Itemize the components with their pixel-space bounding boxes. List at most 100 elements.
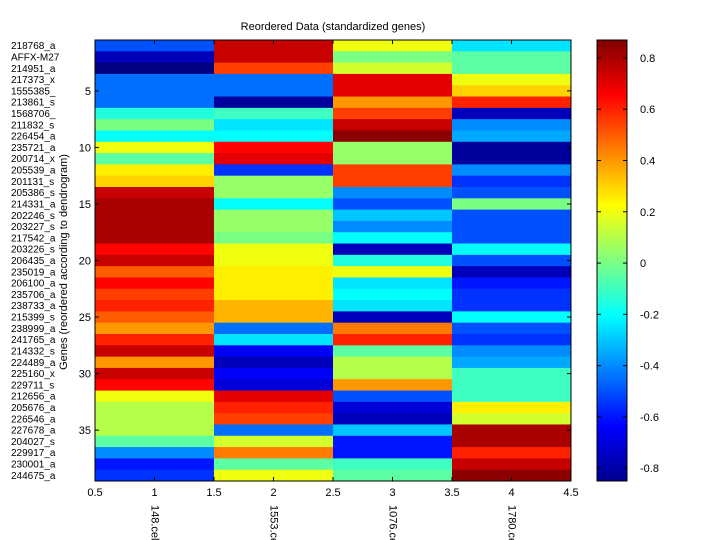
heatmap-cell bbox=[452, 458, 572, 471]
heatmap-cell bbox=[333, 73, 453, 86]
heatmap-cell bbox=[452, 119, 572, 131]
gene-label: 203227_s bbox=[11, 222, 55, 233]
heatmap-cell bbox=[95, 334, 215, 346]
heatmap-cell bbox=[214, 390, 334, 403]
heatmap-cell bbox=[95, 220, 215, 233]
heatmap-cell bbox=[214, 367, 334, 380]
heatmap-cell bbox=[333, 254, 453, 267]
heatmap-cell bbox=[214, 141, 334, 154]
colorbar-tick-label: 0.2 bbox=[640, 207, 655, 219]
heatmap-cell bbox=[452, 85, 572, 98]
heatmap-cell bbox=[452, 266, 572, 278]
heatmap-cell bbox=[214, 243, 334, 256]
heatmap-cell bbox=[95, 187, 215, 199]
heatmap-cell bbox=[214, 85, 334, 98]
heatmap-cell bbox=[452, 447, 572, 459]
heatmap-cell bbox=[452, 379, 572, 392]
gene-label: 214331_a bbox=[11, 199, 56, 210]
heatmap-cell bbox=[452, 187, 572, 199]
heatmap-cell bbox=[95, 51, 215, 64]
heatmap-cell bbox=[452, 401, 572, 414]
heatmap-cell bbox=[214, 277, 334, 290]
heatmap-cell bbox=[452, 153, 572, 165]
gene-label: 201131_s bbox=[11, 177, 54, 188]
gene-label: 206100_a bbox=[11, 279, 56, 290]
heatmap-cell bbox=[214, 73, 334, 86]
heatmap-cell bbox=[333, 322, 453, 335]
x-tick-label: 2 bbox=[270, 487, 276, 499]
colorbar-tick-label: 0 bbox=[640, 258, 646, 270]
heatmap-cell bbox=[333, 379, 453, 392]
gene-label: 235721_a bbox=[11, 143, 56, 154]
heatmap-cell bbox=[333, 266, 453, 278]
y-tick-label: 25 bbox=[79, 312, 91, 324]
colorbar-tick-label: 0.6 bbox=[640, 104, 655, 116]
heatmap-cell bbox=[452, 300, 572, 312]
sample-label-group: 1553.cel bbox=[268, 505, 280, 540]
heatmap-cell bbox=[333, 62, 453, 75]
heatmap-cell bbox=[214, 311, 334, 324]
gene-label: 200714_x bbox=[11, 154, 55, 165]
heatmap-cell bbox=[333, 141, 453, 154]
heatmap-cell bbox=[214, 130, 334, 143]
heatmap-cell bbox=[452, 277, 572, 290]
heatmap-cell bbox=[333, 209, 453, 222]
heatmap-cell bbox=[214, 288, 334, 301]
heatmap-cell bbox=[95, 469, 215, 482]
gene-label: 203226_s bbox=[11, 245, 55, 256]
colorbar-tick-label: 0.8 bbox=[640, 53, 655, 65]
x-tick-label: 4.5 bbox=[563, 487, 578, 499]
heatmap-cell bbox=[95, 390, 215, 403]
x-tick-label: 1 bbox=[151, 487, 157, 499]
heatmap-cell bbox=[333, 413, 453, 425]
heatmap-cell bbox=[333, 130, 453, 143]
heatmap-cell bbox=[95, 413, 215, 425]
heatmap-cell bbox=[333, 390, 453, 403]
heatmap-cell bbox=[452, 322, 572, 335]
heatmap-cell bbox=[214, 401, 334, 414]
heatmap-cell bbox=[452, 51, 572, 64]
heatmap-cell bbox=[95, 356, 215, 369]
gene-label: 211832_s bbox=[11, 120, 54, 131]
heatmap-cell bbox=[214, 198, 334, 211]
heatmap-cell bbox=[452, 96, 572, 109]
heatmap-cell bbox=[452, 73, 572, 86]
heatmap-cell bbox=[452, 130, 572, 143]
colorbar-tick-label: -0.2 bbox=[640, 309, 659, 321]
heatmap-cell bbox=[333, 175, 453, 188]
heatmap-cell bbox=[95, 85, 215, 98]
heatmap-cell bbox=[95, 243, 215, 256]
heatmap-cell bbox=[333, 469, 453, 482]
sample-labels: 148.cel 1553.cel 1076.cel 1780.cel bbox=[149, 505, 518, 540]
sample-label: 1553.cel bbox=[268, 505, 280, 540]
colorbar bbox=[596, 39, 628, 482]
heatmap-cell bbox=[452, 311, 572, 324]
x-tick-label: 4 bbox=[508, 487, 514, 499]
heatmap-cells bbox=[95, 40, 572, 482]
x-tick-label: 0.5 bbox=[87, 487, 102, 499]
heatmap-cell bbox=[214, 119, 334, 131]
heatmap-cell bbox=[333, 220, 453, 233]
colorbar-tick-label: 0.4 bbox=[640, 156, 655, 168]
colorbar-tick-label: -0.4 bbox=[640, 361, 659, 373]
gene-label: 1568706_ bbox=[11, 109, 56, 120]
y-tick-label: 30 bbox=[79, 369, 91, 381]
heatmap-cell bbox=[95, 447, 215, 459]
heatmap-cell bbox=[95, 277, 215, 290]
heatmap-cell bbox=[214, 435, 334, 448]
heatmap-cell bbox=[95, 322, 215, 335]
heatmap-cell bbox=[452, 435, 572, 448]
sample-label: 1076.cel bbox=[387, 505, 399, 540]
heatmap-cell bbox=[95, 175, 215, 188]
heatmap-cell bbox=[452, 243, 572, 256]
heatmap-cell bbox=[95, 345, 215, 358]
sample-label: 1780.cel bbox=[506, 505, 518, 540]
gene-label: 224489_a bbox=[11, 358, 56, 369]
heatmap-cell bbox=[333, 40, 453, 52]
heatmap-cell bbox=[452, 232, 572, 245]
heatmap-cell bbox=[333, 288, 453, 301]
heatmap-cell bbox=[214, 40, 334, 52]
heatmap-cell bbox=[333, 345, 453, 358]
heatmap-cell bbox=[333, 96, 453, 109]
